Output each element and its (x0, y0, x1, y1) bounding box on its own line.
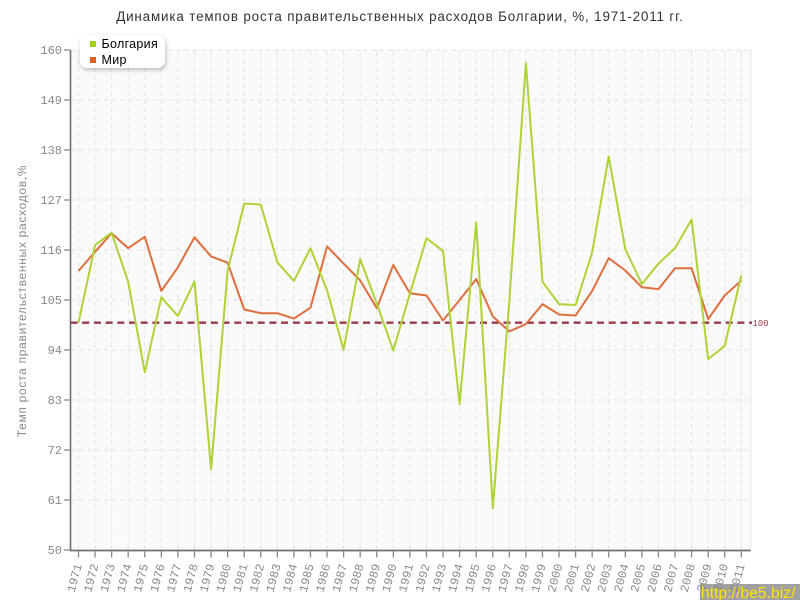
svg-text:100: 100 (753, 319, 769, 329)
svg-text:61: 61 (48, 494, 62, 508)
svg-text:116: 116 (40, 244, 62, 258)
svg-text:160: 160 (40, 44, 62, 58)
svg-text:105: 105 (40, 294, 62, 308)
svg-text:72: 72 (48, 444, 62, 458)
svg-text:83: 83 (48, 394, 62, 408)
svg-text:138: 138 (40, 144, 62, 158)
svg-text:Темп роста правительственных р: Темп роста правительственных расходов,% (15, 165, 29, 438)
svg-text:50: 50 (48, 544, 62, 558)
svg-text:94: 94 (48, 344, 62, 358)
svg-text:149: 149 (40, 94, 62, 108)
svg-text:Динамика темпов роста правител: Динамика темпов роста правительственных … (116, 9, 684, 24)
svg-text:127: 127 (40, 194, 62, 208)
